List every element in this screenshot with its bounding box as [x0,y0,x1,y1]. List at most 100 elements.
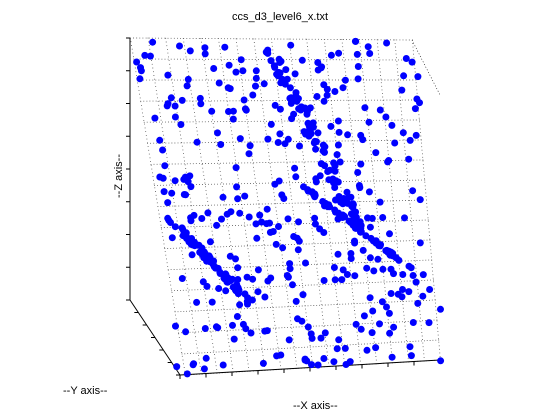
data-point [232,286,239,294]
data-point [318,63,326,71]
data-point [387,290,395,297]
data-point [362,232,370,240]
data-point [365,118,373,126]
data-point [437,305,444,313]
data-point [334,250,342,258]
data-point [409,272,417,279]
data-point [237,56,245,64]
data-point [311,137,319,145]
data-point [303,108,311,116]
data-point [330,358,338,366]
data-point [266,228,274,236]
data-point [274,139,282,146]
data-point [413,95,421,103]
data-point [178,96,186,104]
data-point [201,50,209,58]
data-point [256,211,264,219]
data-point [366,254,374,262]
data-point [186,172,194,180]
data-point [236,301,244,309]
data-point [240,96,248,104]
z-axis-label: --Z axis-- [113,154,125,198]
data-point [307,330,315,338]
data-point [159,146,167,154]
data-point [407,264,415,272]
data-point [292,89,300,97]
data-point [335,49,343,57]
data-point [331,88,339,95]
data-point [236,135,244,143]
data-point [263,205,271,213]
data-point [376,198,384,206]
data-point [343,271,351,278]
data-point [356,184,364,192]
data-point [244,300,251,308]
data-point [203,282,211,290]
data-point [406,136,414,144]
data-point [289,281,296,289]
data-point [180,191,188,198]
data-point [376,106,384,114]
data-point [298,56,306,64]
data-point [276,59,284,66]
data-point [408,58,416,66]
data-point [348,202,356,210]
data-point [221,275,229,283]
data-point [241,192,249,200]
data-point [290,233,298,240]
data-point [286,265,294,273]
data-point [401,214,408,222]
data-point [213,221,221,229]
data-point [186,47,194,55]
data-point [288,98,296,106]
data-point [146,52,154,60]
data-point [295,237,303,245]
data-point [398,86,406,94]
data-point [229,115,237,123]
data-point [206,238,214,246]
data-point [284,273,292,281]
data-point [141,51,149,59]
data-point [317,334,325,342]
data-point [288,115,296,123]
data-point [379,265,387,273]
data-point [201,325,209,332]
data-point [234,276,242,283]
data-point [149,38,157,46]
data-point [304,119,312,127]
data-point [163,102,171,110]
data-point [171,177,179,185]
data-point [247,329,255,337]
data-point [262,48,270,56]
data-point [137,67,145,75]
data-point [219,193,227,201]
data-point [385,309,393,317]
data-point [276,130,284,138]
data-point [183,370,191,378]
data-point [327,51,335,59]
data-point [294,315,301,323]
data-point [229,321,236,329]
data-point [216,270,224,277]
data-point [320,81,328,89]
data-point [243,273,251,281]
data-point [184,75,192,83]
data-point [214,129,221,137]
data-point [335,128,343,136]
data-point [406,343,414,351]
data-point [226,252,234,260]
data-point [167,94,175,102]
data-point [416,196,424,204]
data-point [365,188,373,196]
data-point [272,240,280,248]
data-point [253,234,261,242]
data-point [340,212,348,220]
data-point [320,277,328,284]
data-point [405,155,413,163]
data-point [202,354,210,362]
data-point [311,214,319,222]
data-point [284,215,292,223]
data-point [259,359,267,367]
data-point [346,218,354,226]
